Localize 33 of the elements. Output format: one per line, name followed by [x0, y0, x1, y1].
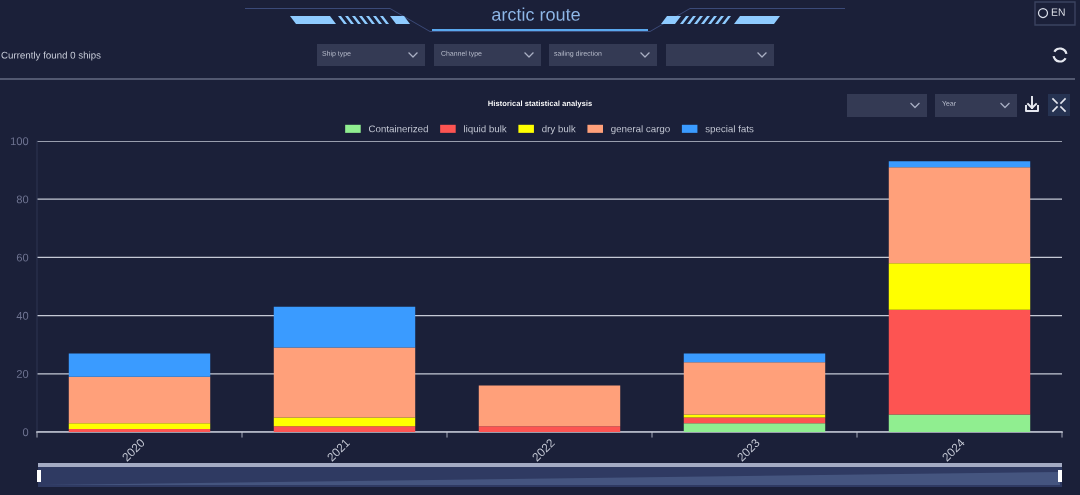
bar [273, 347, 416, 418]
legend-label: general cargo [611, 125, 670, 135]
legend-label: special fats [705, 125, 754, 135]
text: EN [1051, 8, 1065, 16]
bar [273, 306, 416, 348]
y-tick-label: 60 [16, 253, 29, 262]
bar [68, 423, 211, 430]
bar [888, 161, 1031, 168]
bar [888, 414, 1031, 432]
y-tick-label: 40 [16, 311, 29, 320]
legend-label: Containerized [368, 125, 428, 133]
bar [683, 417, 826, 424]
bar [478, 426, 621, 432]
bar [68, 429, 211, 432]
bar [888, 309, 1031, 415]
bar [888, 167, 1031, 264]
bar [68, 353, 211, 377]
legend-label: liquid bulk [464, 125, 507, 135]
bar [683, 423, 826, 432]
bar [68, 376, 211, 424]
y-tick-label: 20 [16, 370, 29, 378]
text: arctic route [492, 7, 580, 21]
text: Currently found 0 ships [1, 51, 101, 61]
bar [273, 426, 416, 432]
bar [478, 385, 621, 427]
bar [273, 417, 416, 427]
bar [888, 263, 1031, 310]
y-tick-label: 80 [16, 195, 29, 204]
y-tick-label: 100 [10, 137, 29, 146]
y-tick-label: 0 [22, 428, 29, 437]
bar [683, 362, 826, 415]
bar [683, 353, 826, 363]
legend-label: dry bulk [542, 125, 576, 135]
